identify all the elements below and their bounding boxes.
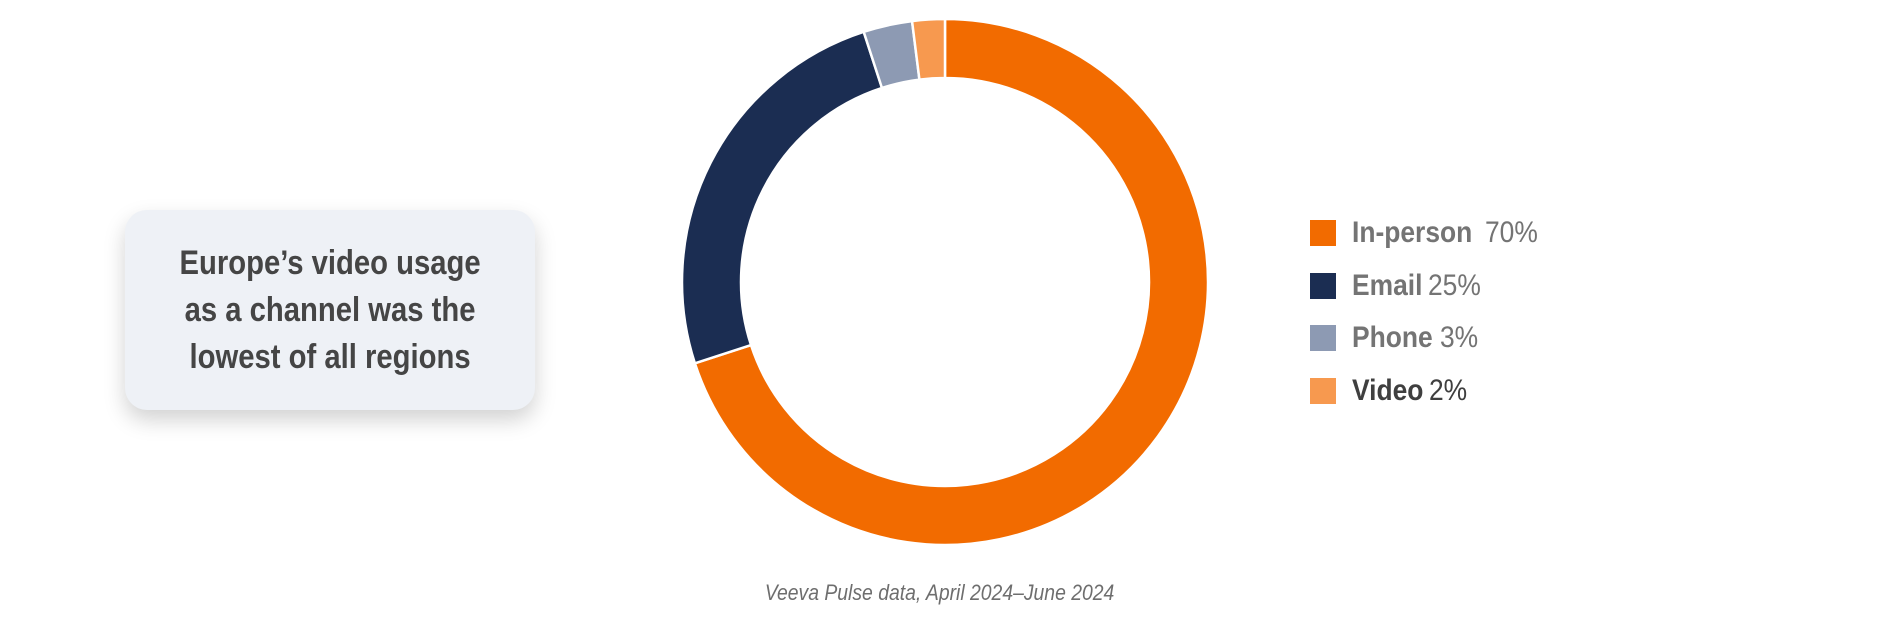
- legend-label: Phone: [1352, 321, 1433, 355]
- callout-text: Europe’s video usage as a channel was th…: [179, 240, 480, 381]
- legend-label: In-person: [1352, 216, 1473, 250]
- callout-line: Europe’s video usage: [179, 243, 481, 282]
- legend-swatch-in-person: [1310, 220, 1336, 247]
- legend-label: Video: [1352, 373, 1424, 407]
- legend-item-video: Video 2%: [1310, 365, 1690, 418]
- chart-legend: In-person 70% Email 25% Phone 3% Video 2%: [1310, 207, 1690, 417]
- legend-item-phone: Phone 3%: [1310, 312, 1690, 365]
- callout-line: as a channel was the: [184, 290, 476, 329]
- legend-item-in-person: In-person 70%: [1310, 207, 1690, 260]
- source-text: Veeva Pulse data, April 2024–June 2024: [765, 580, 1115, 605]
- legend-swatch-email: [1310, 272, 1336, 299]
- legend-value: 2%: [1429, 373, 1468, 407]
- callout-line: lowest of all regions: [189, 337, 471, 376]
- legend-label: Email: [1352, 268, 1423, 302]
- donut-slice-email: [680, 30, 884, 365]
- legend-value: 3%: [1439, 321, 1478, 355]
- legend-value: 70%: [1484, 216, 1538, 250]
- legend-item-email: Email 25%: [1310, 260, 1690, 313]
- donut-slice-in-person: [693, 17, 1210, 547]
- source-caption: Veeva Pulse data, April 2024–June 2024: [0, 580, 1880, 606]
- legend-swatch-phone: [1310, 325, 1336, 352]
- callout-box: Europe’s video usage as a channel was th…: [125, 210, 535, 410]
- legend-value: 25%: [1428, 268, 1481, 302]
- legend-swatch-video: [1310, 377, 1336, 404]
- donut-slice-video: [910, 17, 947, 82]
